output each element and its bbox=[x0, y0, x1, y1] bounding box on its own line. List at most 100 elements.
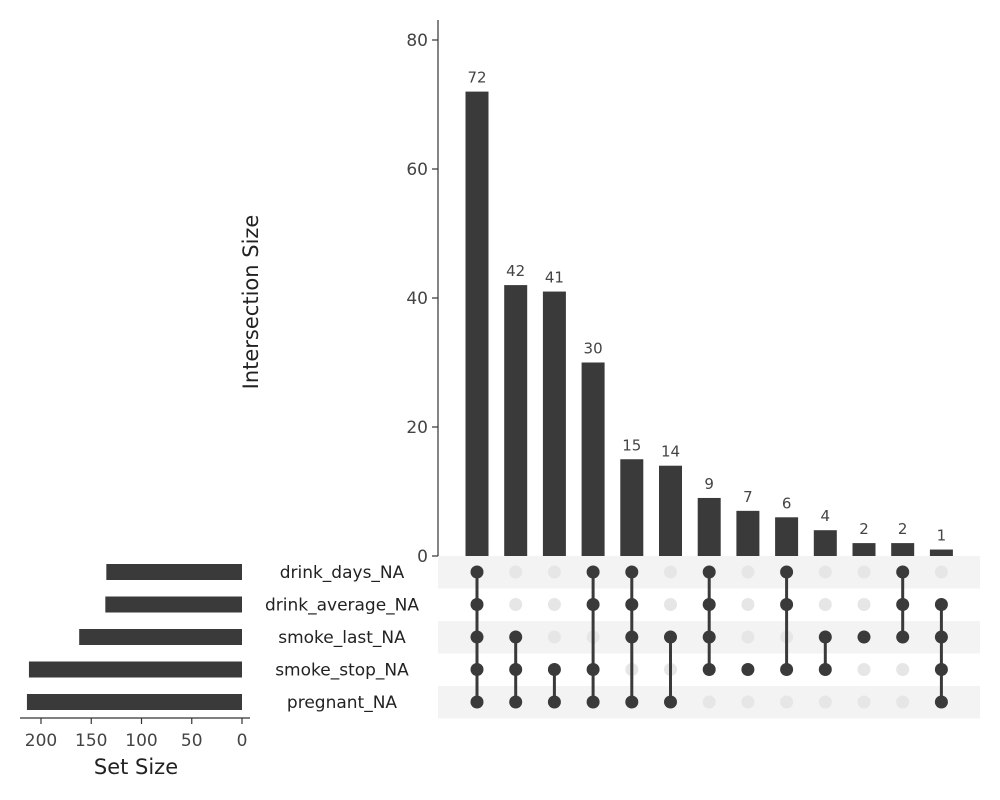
set-name-label: drink_days_NA bbox=[280, 563, 405, 583]
set-size-panel: 200 150 100 50 0 Set Size bbox=[20, 564, 250, 779]
matrix-dot-active bbox=[586, 565, 600, 579]
matrix-dot-active bbox=[547, 663, 561, 676]
matrix-dot-inactive bbox=[896, 663, 910, 676]
matrix-dot-inactive bbox=[857, 598, 871, 611]
set-size-bars bbox=[26, 564, 243, 710]
matrix-dot-inactive bbox=[780, 695, 794, 709]
intersection-bar bbox=[736, 510, 760, 556]
intersection-bar-label: 30 bbox=[584, 340, 603, 358]
matrix-dot-inactive bbox=[741, 630, 755, 644]
intersection-bar-label: 14 bbox=[661, 443, 680, 461]
matrix-dot-active bbox=[818, 630, 832, 644]
matrix-dot-inactive bbox=[741, 565, 755, 579]
matrix-dot-active bbox=[470, 630, 484, 644]
matrix-dot-inactive bbox=[818, 598, 832, 611]
set-size-axis-tick-label: 100 bbox=[125, 731, 157, 751]
intersection-bar bbox=[504, 285, 528, 556]
matrix-dot-inactive bbox=[547, 598, 561, 611]
matrix-dot-inactive bbox=[547, 630, 561, 644]
intersection-bar-label: 6 bbox=[782, 494, 792, 512]
matrix-dot-active bbox=[702, 630, 716, 644]
intersection-matrix bbox=[470, 565, 948, 709]
matrix-dot-inactive bbox=[702, 695, 716, 709]
set-size-axis-tick-label: 0 bbox=[237, 731, 248, 751]
intersection-axis-tick-label: 0 bbox=[417, 547, 428, 567]
matrix-dot-inactive bbox=[509, 598, 523, 611]
matrix-dot-active bbox=[896, 630, 910, 644]
matrix-dot-active bbox=[470, 695, 484, 709]
intersection-bar-label: 7 bbox=[743, 488, 753, 506]
matrix-dot-active bbox=[934, 695, 948, 709]
intersection-bar-label: 72 bbox=[467, 69, 486, 87]
set-size-axis: 200 150 100 50 0 bbox=[20, 717, 250, 751]
matrix-dot-active bbox=[664, 695, 677, 709]
intersection-bar-label: 1 bbox=[937, 527, 947, 545]
matrix-dot-inactive bbox=[664, 598, 677, 611]
set-size-axis-label: Set Size bbox=[94, 755, 178, 779]
set-name-labels: drink_days_NA drink_average_NA smoke_last_… bbox=[265, 563, 419, 713]
matrix-dot-active bbox=[470, 565, 484, 579]
matrix-dot-active bbox=[625, 598, 639, 611]
matrix-dot-inactive bbox=[818, 695, 832, 709]
matrix-dot-inactive bbox=[741, 695, 755, 709]
matrix-dot-active bbox=[625, 630, 639, 644]
matrix-dot-active bbox=[586, 695, 600, 709]
intersection-bars bbox=[465, 91, 953, 556]
intersection-bar-label: 4 bbox=[821, 507, 831, 525]
matrix-dot-active bbox=[934, 630, 948, 644]
intersection-axis-tick-label: 60 bbox=[406, 160, 428, 180]
matrix-dot-active bbox=[625, 695, 639, 709]
set-name-label: smoke_last_NA bbox=[278, 628, 406, 648]
set-size-bar bbox=[79, 629, 242, 645]
intersection-bar-label: 9 bbox=[704, 475, 714, 493]
set-size-bar bbox=[105, 596, 242, 613]
set-name-label: pregnant_NA bbox=[287, 693, 398, 713]
set-name-label: drink_average_NA bbox=[265, 596, 419, 616]
intersection-bar bbox=[542, 291, 566, 556]
intersection-bar-label: 15 bbox=[622, 436, 641, 454]
matrix-dot-active bbox=[470, 663, 484, 676]
intersection-size-axis-label: Intersection Size bbox=[239, 215, 263, 390]
matrix-dot-inactive bbox=[896, 695, 910, 709]
matrix-dot-active bbox=[780, 598, 794, 611]
intersection-bar bbox=[852, 543, 876, 556]
matrix-dot-active bbox=[702, 598, 716, 611]
matrix-dot-active bbox=[934, 598, 948, 611]
set-size-bar bbox=[106, 564, 242, 580]
matrix-dot-active bbox=[702, 663, 716, 676]
matrix-dot-active bbox=[857, 630, 871, 644]
matrix-dot-active bbox=[741, 663, 755, 676]
set-size-axis-tick-label: 150 bbox=[75, 731, 107, 751]
matrix-dot-active bbox=[780, 663, 794, 676]
intersection-bar bbox=[775, 517, 799, 556]
matrix-dot-inactive bbox=[857, 565, 871, 579]
intersection-bar bbox=[659, 465, 682, 556]
matrix-dot-inactive bbox=[547, 565, 561, 579]
matrix-dot-inactive bbox=[509, 565, 523, 579]
matrix-dot-inactive bbox=[934, 565, 948, 579]
intersection-axis-tick-label: 80 bbox=[406, 31, 428, 51]
matrix-dot-active bbox=[625, 565, 639, 579]
intersection-bar-label: 2 bbox=[859, 520, 869, 538]
matrix-dot-inactive bbox=[818, 565, 832, 579]
set-size-bar bbox=[28, 661, 242, 678]
matrix-dot-active bbox=[780, 565, 794, 579]
intersection-bar bbox=[891, 543, 915, 556]
matrix-dot-active bbox=[547, 695, 561, 709]
matrix-dot-inactive bbox=[857, 663, 871, 676]
intersection-axis-tick-label: 40 bbox=[406, 289, 428, 309]
matrix-dot-active bbox=[586, 663, 600, 676]
matrix-dot-active bbox=[934, 663, 948, 676]
set-size-axis-tick-label: 50 bbox=[181, 731, 203, 751]
matrix-dot-active bbox=[664, 630, 677, 644]
matrix-dot-active bbox=[470, 598, 484, 611]
set-name-label: smoke_stop_NA bbox=[275, 661, 409, 681]
intersection-size-axis: 0 20 40 60 80 bbox=[406, 20, 439, 567]
intersection-bar bbox=[813, 530, 837, 556]
intersection-bar-label: 42 bbox=[506, 262, 525, 280]
matrix-dot-active bbox=[509, 695, 523, 709]
intersection-axis-tick-label: 20 bbox=[406, 418, 428, 438]
